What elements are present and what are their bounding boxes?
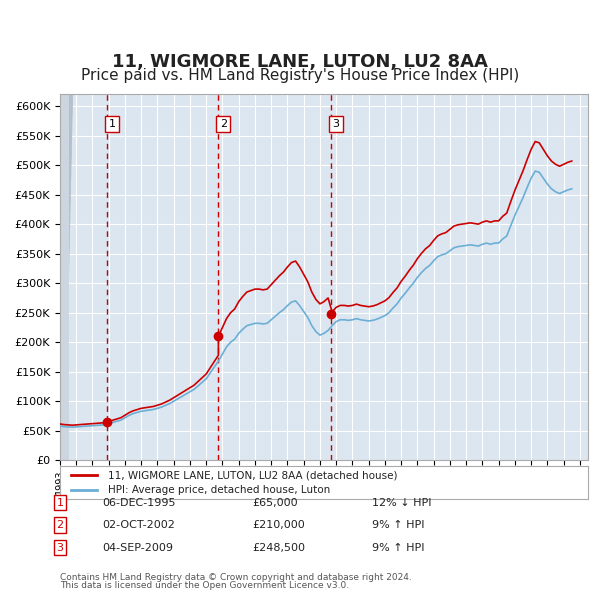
Text: 2: 2	[56, 520, 64, 530]
Text: 1: 1	[56, 498, 64, 507]
Bar	[60, 94, 68, 460]
Text: £210,000: £210,000	[252, 520, 305, 530]
Text: 9% ↑ HPI: 9% ↑ HPI	[372, 543, 425, 552]
Text: 02-OCT-2002: 02-OCT-2002	[102, 520, 175, 530]
Text: £248,500: £248,500	[252, 543, 305, 552]
Text: This data is licensed under the Open Government Licence v3.0.: This data is licensed under the Open Gov…	[60, 581, 349, 590]
Text: 04-SEP-2009: 04-SEP-2009	[102, 543, 173, 552]
Text: £65,000: £65,000	[252, 498, 298, 507]
Text: 11, WIGMORE LANE, LUTON, LU2 8AA: 11, WIGMORE LANE, LUTON, LU2 8AA	[112, 53, 488, 71]
Text: 2: 2	[220, 119, 227, 129]
Text: 06-DEC-1995: 06-DEC-1995	[102, 498, 176, 507]
Text: HPI: Average price, detached house, Luton: HPI: Average price, detached house, Luto…	[107, 486, 330, 496]
Text: 3: 3	[56, 543, 64, 552]
Text: Contains HM Land Registry data © Crown copyright and database right 2024.: Contains HM Land Registry data © Crown c…	[60, 572, 412, 582]
Text: 1: 1	[109, 119, 116, 129]
Text: Price paid vs. HM Land Registry's House Price Index (HPI): Price paid vs. HM Land Registry's House …	[81, 68, 519, 83]
Bar	[60, 91, 69, 460]
Text: 12% ↓ HPI: 12% ↓ HPI	[372, 498, 431, 507]
Text: 11, WIGMORE LANE, LUTON, LU2 8AA (detached house): 11, WIGMORE LANE, LUTON, LU2 8AA (detach…	[107, 470, 397, 480]
Text: 3: 3	[332, 119, 339, 129]
Text: 9% ↑ HPI: 9% ↑ HPI	[372, 520, 425, 530]
